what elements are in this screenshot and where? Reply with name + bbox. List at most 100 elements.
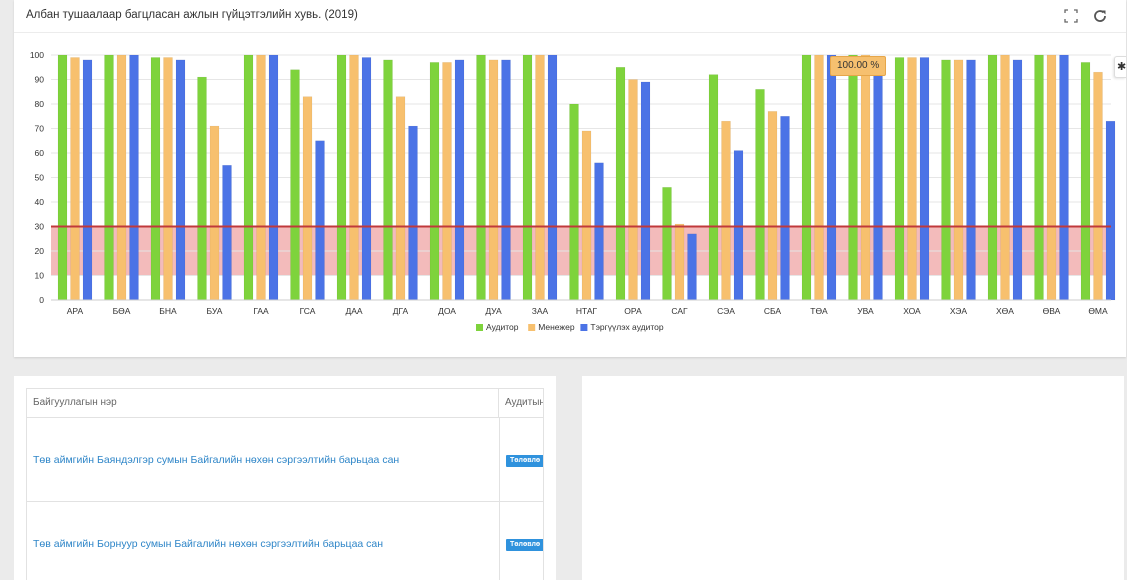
y-tick-label: 60 (35, 148, 45, 158)
bar-manager (628, 79, 638, 301)
x-tick-label: БНА (159, 306, 177, 316)
legend-label: Аудитор (486, 322, 519, 332)
bar-lead-auditor (733, 150, 744, 301)
x-tick-label: ЗАА (532, 306, 549, 316)
y-tick-label: 100 (30, 50, 44, 60)
bar-manager (581, 130, 592, 301)
bar-lead-auditor (82, 59, 93, 301)
bar-manager (535, 54, 545, 301)
bar-lead-auditor (594, 162, 604, 301)
y-tick-label: 20 (35, 246, 45, 256)
chart-title: Албан тушаалаар багцласан ажлын гүйцэтгэ… (26, 9, 358, 21)
bar-manager (953, 59, 964, 301)
bar-lead-auditor (873, 69, 883, 301)
bar-manager (814, 54, 824, 301)
bar-lead-auditor (1059, 54, 1069, 301)
table-row: Төв аймгийн Баяндэлгэр сумын Байгалийн н… (27, 418, 543, 502)
bar-auditor (243, 54, 254, 301)
x-tick-label: ДГА (393, 306, 409, 316)
bar-lead-auditor (640, 81, 651, 301)
bar-auditor (476, 54, 486, 301)
y-tick-label: 40 (35, 197, 45, 207)
x-tick-label: СЭА (717, 306, 735, 316)
table-row: Төв аймгийн Борнуур сумын Байгалийн нөхө… (27, 502, 543, 580)
bar-auditor (1034, 54, 1044, 301)
bar-manager (1046, 54, 1057, 301)
legend-swatch (476, 324, 483, 331)
column-header-audit[interactable]: Аудитын (505, 397, 544, 408)
x-tick-label: ХЭА (950, 306, 967, 316)
bar-auditor (755, 89, 765, 301)
legend-label: Менежер (538, 322, 575, 332)
bar-auditor (429, 62, 440, 301)
y-tick-label: 0 (39, 295, 44, 305)
status-badge: Төлөвлө (506, 455, 543, 467)
expand-icon[interactable] (1064, 9, 1078, 23)
x-tick-label: ХӨА (996, 306, 1014, 316)
bar-manager (860, 54, 871, 301)
y-tick-label: 50 (35, 173, 45, 183)
organization-link[interactable]: Төв аймгийн Борнуур сумын Байгалийн нөхө… (33, 538, 384, 550)
x-tick-label: АРА (67, 306, 84, 316)
chart-header: Албан тушаалаар багцласан ажлын гүйцэтгэ… (14, 0, 1126, 33)
bar-manager (1093, 71, 1103, 301)
bar-manager (302, 96, 313, 301)
bar-manager (116, 54, 127, 301)
bar-auditor (894, 57, 905, 301)
x-tick-label: ХОА (903, 306, 921, 316)
x-tick-label: ДУА (485, 306, 502, 316)
status-badge: Төлөвлө (506, 539, 543, 551)
bar-lead-auditor (547, 54, 558, 301)
bar-auditor (290, 69, 300, 301)
bar-manager (488, 59, 499, 301)
x-tick-label: БӨА (113, 306, 131, 316)
gear-icon: ✱ (1117, 61, 1127, 73)
bar-auditor (569, 103, 579, 301)
y-tick-label: 70 (35, 124, 45, 134)
y-tick-label: 10 (35, 271, 45, 281)
bar-manager (163, 57, 173, 301)
bar-manager (767, 111, 778, 301)
bar-lead-auditor (361, 57, 372, 301)
bar-manager (209, 125, 220, 301)
bar-lead-auditor (268, 54, 279, 301)
bar-auditor (615, 67, 626, 301)
bar-lead-auditor (129, 54, 139, 301)
bar-auditor (987, 54, 998, 301)
bar-manager (70, 57, 80, 301)
bar-lead-auditor (408, 125, 418, 301)
bar-auditor (1080, 62, 1091, 301)
bar-lead-auditor (919, 57, 930, 301)
bar-lead-auditor (175, 59, 186, 301)
y-tick-label: 90 (35, 75, 45, 85)
bar-auditor (801, 54, 812, 301)
x-tick-label: УВА (857, 306, 874, 316)
bar-manager (721, 120, 731, 301)
x-tick-label: ДАА (345, 306, 362, 316)
chart-tooltip: 100.00 % (830, 56, 887, 76)
bar-auditor (336, 54, 347, 301)
x-tick-label: СБА (764, 306, 782, 316)
bar-auditor (197, 76, 207, 301)
bar-lead-auditor (1105, 120, 1116, 301)
column-header-name[interactable]: Байгууллагын нэр (27, 389, 499, 417)
refresh-icon[interactable] (1092, 8, 1108, 24)
legend-swatch (528, 324, 536, 331)
table-panel: Байгууллагын нэр Аудитын Төв аймгийн Бая… (14, 376, 556, 580)
bar-auditor (522, 54, 533, 301)
legend-label: Тэргүүлэх аудитор (590, 322, 664, 332)
bar-lead-auditor (780, 116, 790, 301)
empty-panel (582, 376, 1124, 580)
x-tick-label: ГАА (253, 306, 269, 316)
bar-lead-auditor (222, 165, 232, 301)
bar-auditor (708, 74, 719, 301)
bar-lead-auditor (1012, 59, 1023, 301)
x-tick-label: БУА (207, 306, 223, 316)
x-tick-label: ӨВА (1043, 306, 1061, 316)
chart-panel: Албан тушаалаар багцласан ажлын гүйцэтгэ… (14, 0, 1126, 357)
bar-lead-auditor (454, 59, 465, 301)
x-tick-label: ГСА (300, 306, 316, 316)
bar-auditor (104, 54, 114, 301)
settings-tab[interactable]: ✱ (1114, 56, 1126, 78)
organization-link[interactable]: Төв аймгийн Баяндэлгэр сумын Байгалийн н… (33, 454, 400, 466)
